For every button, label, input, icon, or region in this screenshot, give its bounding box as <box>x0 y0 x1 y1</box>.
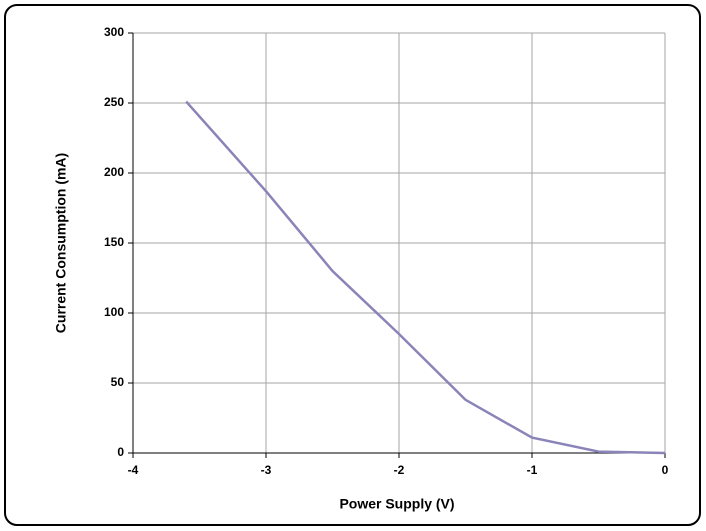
y-tick-label: 200 <box>104 165 124 179</box>
x-axis-label: Power Supply (V) <box>339 496 454 512</box>
y-tick-label: 0 <box>117 445 124 459</box>
data-line <box>185 100 666 455</box>
frame <box>4 4 701 526</box>
x-tick-label: -1 <box>527 463 538 477</box>
y-tick-label: 300 <box>104 25 124 39</box>
y-axis-label: Current Consumption (mA) <box>53 153 69 333</box>
y-tick-label: 50 <box>111 375 125 389</box>
y-tick-label: 150 <box>104 235 124 249</box>
x-tick-label: -2 <box>394 463 405 477</box>
x-tick-label: -3 <box>261 463 272 477</box>
x-tick-label: -4 <box>128 463 139 477</box>
y-tick-label: 250 <box>104 95 124 109</box>
y-tick-label: 100 <box>104 305 124 319</box>
x-tick-label: 0 <box>662 463 669 477</box>
